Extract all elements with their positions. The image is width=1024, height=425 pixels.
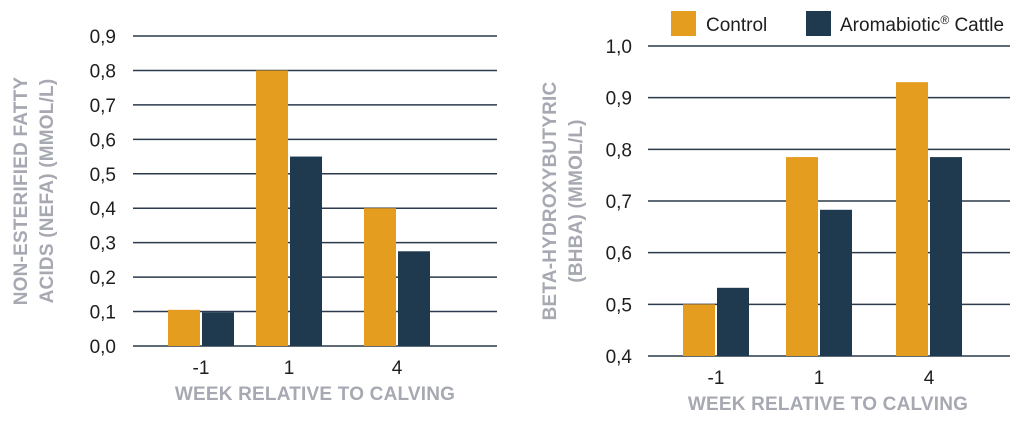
y-tick-label: 0,9 [606,89,632,110]
y-tick-label: 0,6 [90,130,116,151]
x-axis-title: WEEK RELATIVE TO CALVING [688,394,968,415]
legend-label-aromabiotic-reg: ® [940,13,949,27]
bar-aromabiotic [202,312,234,346]
legend-label-aromabiotic-name: Aromabiotic [840,15,940,36]
bar-aromabiotic [290,156,322,346]
x-axis-title: WEEK RELATIVE TO CALVING [175,384,455,405]
nefa-chart: 0,0 0,1 0,2 0,3 0,4 0,5 0,6 0,7 0,8 0,9 -1 1 4 WEEK R… [11,27,497,405]
bar-aromabiotic [717,287,749,356]
legend: Control Aromabiotic® Cattle [671,11,1004,36]
y-axis-title-line: NON-ESTERIFIED FATTY [11,77,32,306]
bhba-chart: 0,4 0,5 0,6 0,7 0,8 0,9 1,0 -1 1 4 WEEK RELATIVE T… [540,37,1010,415]
bar-control [896,82,928,357]
y-tick-label: 0,7 [606,192,632,213]
x-category-label: 4 [392,358,403,379]
legend-label-control: Control [706,15,767,36]
x-category-label: -1 [193,358,210,379]
y-tick-label: 0,6 [606,244,632,265]
y-tick-label: 0,3 [90,234,116,255]
y-tick-label: 0,4 [90,199,117,220]
bar-aromabiotic [930,157,962,356]
legend-label-aromabiotic: Aromabiotic® Cattle [840,13,1004,36]
bar-control [786,157,818,356]
y-tick-label: 0,9 [90,27,116,48]
bar-control [683,304,715,356]
y-tick-label: 0,8 [90,61,116,82]
x-category-label: 1 [814,368,825,389]
y-tick-label: 1,0 [606,37,632,58]
bar-control [364,208,396,346]
x-category-label: 4 [924,368,935,389]
legend-swatch-aromabiotic [806,11,831,36]
x-category-label: -1 [708,368,725,389]
y-tick-label: 0,8 [606,140,632,161]
y-tick-label: 0,2 [90,268,116,289]
y-tick-label: 0,1 [90,303,116,324]
legend-swatch-control [671,11,696,36]
y-axis-title-line: BETA-HYDROXYBUTYRIC [540,82,561,321]
bar-aromabiotic [820,209,852,356]
bar-control [256,70,288,346]
y-tick-label: 0,5 [90,165,116,186]
y-tick-label: 0,0 [90,337,116,358]
bar-control [168,309,200,346]
x-category-label: 1 [284,358,295,379]
y-axis-title-line: ACIDS (NEFA) (MMOL/L) [37,79,58,304]
y-tick-label: 0,4 [606,347,633,368]
y-axis-title-line: (BHBA) (MMOL/L) [566,119,587,282]
y-tick-label: 0,7 [90,96,116,117]
y-tick-label: 0,5 [606,295,632,316]
bar-aromabiotic [398,251,430,346]
legend-label-aromabiotic-suffix: Cattle [949,15,1004,36]
